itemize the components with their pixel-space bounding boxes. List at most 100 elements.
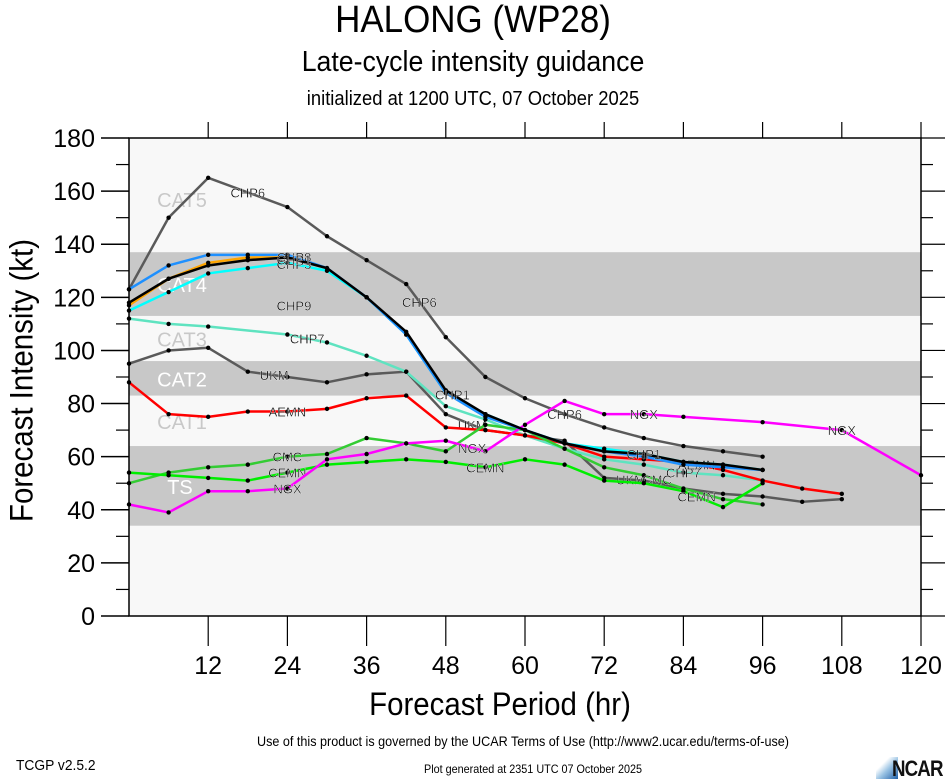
data-point-chp6 bbox=[443, 334, 448, 340]
data-point-chp6 bbox=[483, 374, 488, 380]
y-tick-label: 100 bbox=[53, 337, 95, 365]
data-point-ngx bbox=[483, 449, 488, 454]
series-label-ngx: NGX bbox=[273, 482, 302, 497]
data-point-chp6 bbox=[681, 443, 686, 449]
x-tick-label: 48 bbox=[432, 652, 460, 680]
data-point-chp6 bbox=[206, 175, 211, 181]
data-point-chp6 bbox=[285, 204, 290, 210]
data-point-chp6 bbox=[166, 215, 171, 220]
series-label-ngx: NGX bbox=[630, 407, 659, 422]
chart-title: HALONG (WP28) bbox=[335, 0, 611, 41]
data-point-chp1 bbox=[602, 449, 607, 454]
data-point-aemn bbox=[285, 409, 290, 414]
x-tick-label: 60 bbox=[511, 652, 539, 680]
y-tick-label: 40 bbox=[67, 497, 95, 525]
x-tick-label: 108 bbox=[821, 652, 863, 680]
series-lines: CHP6CHP6CHP6UKMUKMUKMCHP7CHP7AEMNAEMNCMC… bbox=[126, 175, 924, 515]
series-label-cemn: CEMN bbox=[466, 460, 504, 475]
data-point-cemn bbox=[602, 478, 607, 483]
series-label-cmc: CMC bbox=[273, 450, 303, 465]
y-tick-label: 140 bbox=[53, 231, 95, 259]
x-tick-label: 72 bbox=[590, 652, 618, 680]
data-point-chp6 bbox=[562, 411, 567, 417]
y-tick-label: 180 bbox=[53, 125, 95, 153]
terms-of-use: Use of this product is governed by the U… bbox=[257, 733, 789, 749]
data-point-chp1 bbox=[245, 257, 250, 263]
data-point-cemn bbox=[641, 481, 646, 486]
data-point-ngx bbox=[285, 486, 290, 491]
data-point-ngx bbox=[760, 419, 765, 425]
series-label-chp6: CHP6 bbox=[230, 185, 265, 200]
ncar-swoosh-icon bbox=[876, 757, 898, 779]
data-point-cemn bbox=[720, 504, 726, 510]
data-point-ukm bbox=[166, 348, 171, 353]
data-point-ngx bbox=[443, 438, 448, 443]
data-point-ngx bbox=[166, 510, 171, 515]
series-label-cemn: CEMN bbox=[268, 466, 306, 481]
data-point-aemn bbox=[839, 491, 844, 497]
data-point-cmc bbox=[245, 462, 250, 467]
series-label-chp6: CHP6 bbox=[547, 407, 582, 422]
data-point-chp6 bbox=[324, 234, 330, 239]
x-tick-label: 120 bbox=[900, 652, 942, 680]
data-point-cmc bbox=[364, 435, 369, 441]
series-chp1: CHP1 CHP1 CHP1 bbox=[126, 252, 765, 473]
band-label-cat1: CAT1 bbox=[157, 412, 207, 434]
data-point-cmc bbox=[720, 496, 726, 502]
data-point-chp3 bbox=[206, 271, 211, 276]
data-point-cmc bbox=[562, 446, 567, 451]
x-axis-label: Forecast Period (hr) bbox=[369, 686, 631, 722]
data-point-cemn bbox=[206, 475, 211, 481]
data-point-chp6 bbox=[602, 425, 607, 430]
data-point-chp7 bbox=[443, 404, 448, 409]
band-label-ts: TS bbox=[167, 477, 193, 499]
data-point-ngx bbox=[404, 441, 409, 446]
data-point-chp1 bbox=[404, 329, 409, 335]
series-line-ngx bbox=[128, 399, 922, 514]
category-bands bbox=[129, 138, 921, 616]
data-point-chp7 bbox=[404, 369, 409, 374]
x-tick-label: 36 bbox=[353, 652, 381, 680]
data-point-chp7 bbox=[324, 340, 330, 345]
series-label-chp6: CHP6 bbox=[402, 295, 437, 310]
data-point-cmc bbox=[206, 465, 211, 470]
data-point-aemn bbox=[522, 433, 528, 438]
data-point-chp1 bbox=[760, 467, 765, 473]
data-point-chp8 bbox=[206, 252, 211, 258]
data-point-ukm bbox=[720, 491, 726, 497]
data-point-ngx bbox=[245, 488, 250, 494]
data-point-chp1 bbox=[720, 462, 726, 467]
data-point-chp7 bbox=[641, 462, 646, 467]
data-point-ukm bbox=[364, 372, 369, 377]
data-point-cemn bbox=[443, 459, 448, 465]
series-label-chp9: CHP9 bbox=[277, 298, 312, 313]
series-ngx: NGX NGX NGX NGX bbox=[126, 398, 924, 515]
y-tick-label: 60 bbox=[67, 444, 95, 472]
data-point-ngx bbox=[681, 414, 686, 420]
series-label-chp7: CHP7 bbox=[666, 466, 701, 481]
y-tick-label: 120 bbox=[53, 284, 95, 312]
data-point-chp3 bbox=[166, 289, 171, 295]
data-point-aemn bbox=[166, 411, 171, 417]
data-point-ukm bbox=[800, 499, 805, 505]
data-point-aemn bbox=[602, 454, 607, 459]
series-label-chp1: CHP1 bbox=[277, 252, 312, 267]
generated-time: Plot generated at 2351 UTC 07 October 20… bbox=[424, 762, 642, 776]
series-label-ukm: UKM bbox=[260, 368, 289, 383]
data-point-chp6 bbox=[760, 454, 765, 459]
band-label-cat3: CAT3 bbox=[157, 329, 207, 351]
data-point-chp7 bbox=[364, 353, 369, 358]
chart-subtitle: Late-cycle intensity guidance bbox=[301, 46, 645, 78]
data-point-cmc bbox=[324, 451, 330, 457]
data-point-ngx bbox=[641, 411, 646, 417]
y-tick-label: 0 bbox=[81, 603, 95, 631]
data-point-cmc bbox=[285, 454, 290, 459]
data-point-cmc bbox=[602, 465, 607, 470]
series-cemn: CEMN CEMN CEMN bbox=[126, 457, 765, 510]
data-point-ukm bbox=[245, 369, 250, 374]
data-point-cemn bbox=[562, 462, 567, 467]
data-point-cemn bbox=[245, 478, 250, 483]
x-tick-label: 12 bbox=[194, 652, 222, 680]
data-point-ngx bbox=[522, 422, 528, 427]
series-chp6: CHP6 CHP6 CHP6 bbox=[126, 175, 765, 459]
